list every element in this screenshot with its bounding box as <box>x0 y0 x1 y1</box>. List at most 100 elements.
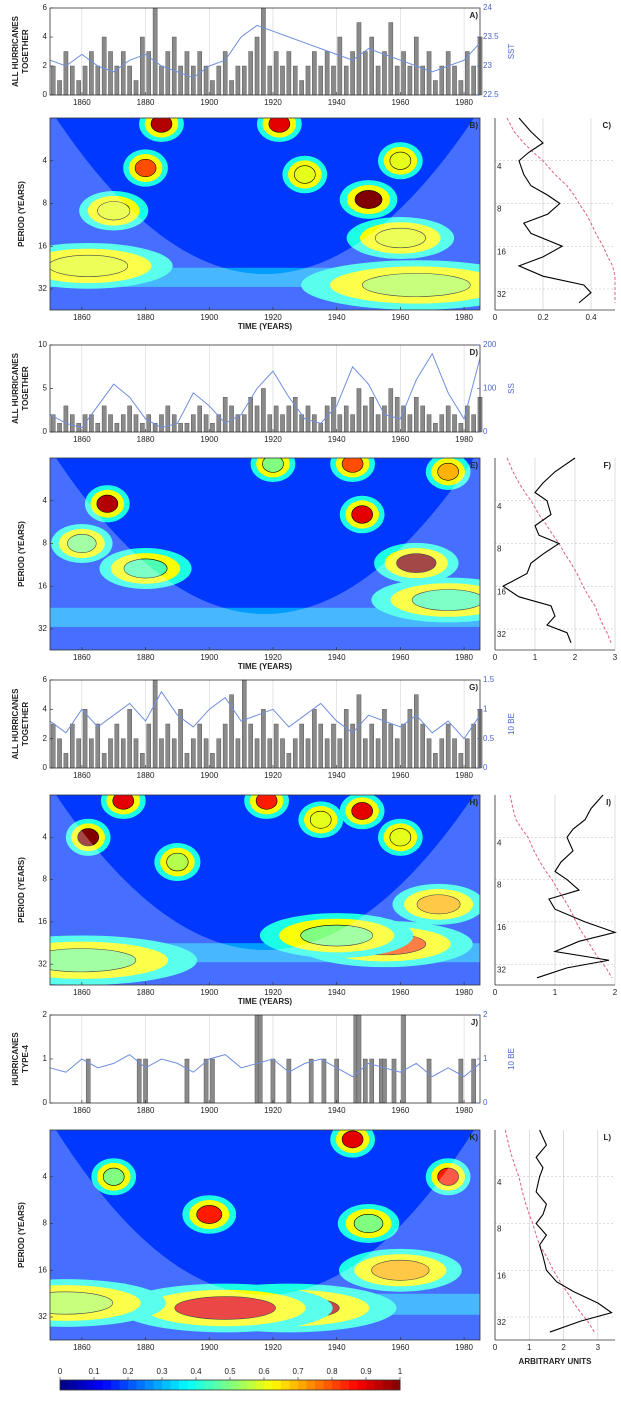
bar <box>356 22 362 96</box>
bar <box>85 1058 91 1104</box>
bar <box>101 36 107 96</box>
cone-of-influence <box>50 1130 480 1340</box>
y-tick-label: 16 <box>38 917 47 926</box>
bar <box>321 1058 327 1104</box>
hotspot <box>50 948 137 973</box>
bar <box>426 51 432 96</box>
bar <box>197 405 202 433</box>
plot-frame <box>49 7 481 96</box>
bar <box>407 414 413 433</box>
global-spectrum <box>536 794 617 979</box>
colorbar-cell <box>255 1380 265 1390</box>
y2-tick-label: 1 <box>483 1054 488 1063</box>
bar <box>433 423 438 433</box>
panel-label: C) <box>603 121 612 130</box>
bar <box>407 65 413 96</box>
x-tick-label: 1940 <box>328 1106 346 1115</box>
wavelet-band <box>50 607 480 627</box>
bar <box>292 65 298 96</box>
bar <box>108 414 113 433</box>
x-axis-label: TIME (YEARS) <box>238 322 293 331</box>
x-tick-label: 1940 <box>328 771 346 780</box>
bar <box>70 65 75 96</box>
bar <box>401 1014 406 1104</box>
bar <box>363 405 368 433</box>
hotspot <box>268 118 291 133</box>
x-tick-label: 2 <box>573 653 578 662</box>
bar <box>363 51 368 96</box>
bar <box>143 1058 148 1104</box>
colorbar-cell <box>145 1380 154 1390</box>
y2-tick-label: 1 <box>483 704 488 713</box>
colorbar-cell <box>272 1380 282 1390</box>
hotspot <box>396 553 437 573</box>
x-tick-label: 1920 <box>264 771 282 780</box>
y2-axis-label: SS <box>507 383 516 394</box>
x-tick-label: 1960 <box>391 98 409 107</box>
bar <box>165 723 171 769</box>
bar <box>89 51 94 96</box>
x-tick-label: 1960 <box>391 653 409 662</box>
y2-tick-label: 0.5 <box>483 734 495 743</box>
bar <box>299 80 304 96</box>
colorbar-cell <box>179 1380 188 1390</box>
bar <box>439 65 445 96</box>
bar <box>101 405 107 433</box>
bar <box>191 738 196 769</box>
y2-axis-label: SST <box>507 44 516 60</box>
y-tick-label: 32 <box>38 284 47 293</box>
bar <box>471 1058 476 1104</box>
colorbar-cell <box>60 1380 69 1390</box>
x-tick-label: 1880 <box>137 771 155 780</box>
colorbar-cell <box>170 1380 180 1390</box>
x-tick-label: 1920 <box>264 98 282 107</box>
bar <box>356 1014 362 1104</box>
x-tick-label: 1860 <box>73 1343 91 1352</box>
colorbar-cell <box>238 1380 248 1390</box>
bar <box>324 405 330 433</box>
y-tick-label: 10 <box>38 340 47 349</box>
x-tick-label: 0 <box>493 988 498 997</box>
colorbar-cell <box>187 1380 197 1390</box>
x-tick-label: 1880 <box>137 313 155 322</box>
hotspot <box>389 828 412 847</box>
x-tick-label: 1960 <box>391 435 409 444</box>
hotspot <box>374 227 426 249</box>
bar <box>184 1058 190 1104</box>
bar <box>152 7 158 96</box>
hotspot <box>77 828 100 847</box>
colorbar-cell <box>119 1380 129 1390</box>
bar <box>337 414 343 433</box>
colorbar-cell <box>162 1380 171 1390</box>
x-tick-label: 1960 <box>391 1343 409 1352</box>
y-axis-label: TOGETHER <box>21 366 30 411</box>
x-tick-label: 1920 <box>264 435 282 444</box>
y2-tick-label: 0 <box>483 1098 488 1107</box>
bar <box>426 414 432 433</box>
x-tick-label: 2 <box>561 1343 566 1352</box>
y-tick-label: 32 <box>497 1318 506 1327</box>
colorbar-tick-label: 0.2 <box>122 1367 134 1376</box>
bar <box>324 738 330 769</box>
y2-tick-label: 22.5 <box>483 90 499 99</box>
colorbar-cell <box>68 1380 78 1390</box>
colorbar-cell <box>136 1380 146 1390</box>
bar <box>337 36 343 96</box>
x-tick-label: 1980 <box>455 435 473 444</box>
bar <box>171 738 177 769</box>
bar <box>445 51 451 96</box>
bar <box>375 738 381 769</box>
y-axis-label: TYPE-4 <box>21 1044 30 1073</box>
bar <box>471 414 476 433</box>
bar <box>184 753 190 769</box>
x-tick-label: 1880 <box>137 1106 155 1115</box>
x-tick-label: 1960 <box>391 988 409 997</box>
x-tick-label: 1900 <box>200 98 218 107</box>
bar <box>273 723 279 769</box>
x-tick-label: 1980 <box>455 653 473 662</box>
y-tick-label: 8 <box>43 875 48 884</box>
x-tick-label: 1860 <box>73 98 91 107</box>
bar <box>197 723 202 769</box>
bar <box>458 753 464 769</box>
y-tick-label: 2 <box>43 734 48 743</box>
